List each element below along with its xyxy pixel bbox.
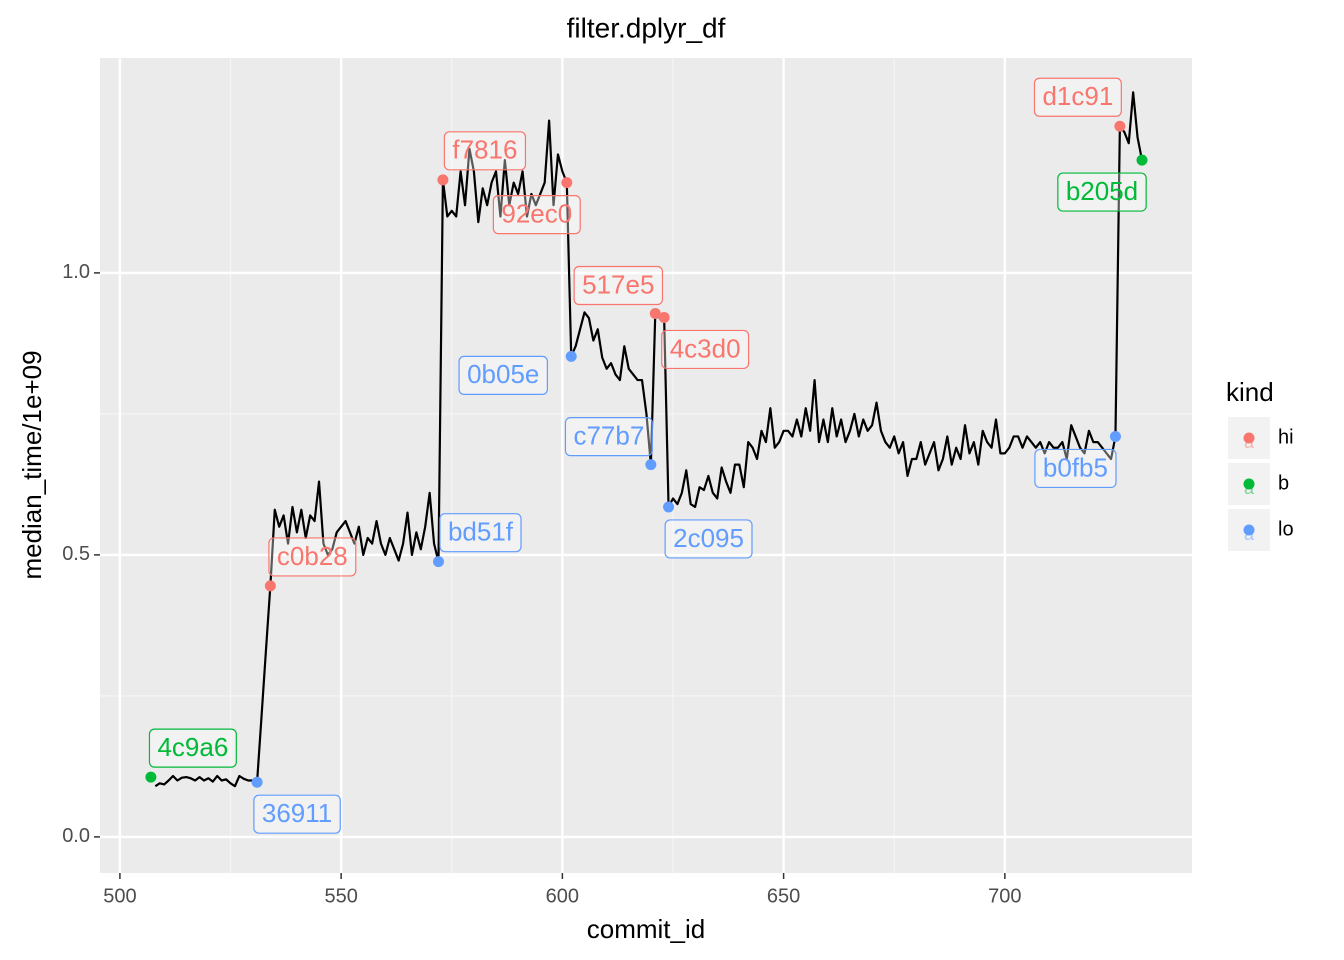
point-label: 36911 bbox=[262, 798, 332, 828]
label-box bbox=[664, 519, 753, 559]
point bbox=[437, 174, 449, 186]
chart-title: filter.dplyr_df bbox=[567, 12, 726, 43]
point-label: c77b7 bbox=[573, 421, 644, 451]
label-box bbox=[443, 131, 527, 171]
point bbox=[264, 580, 276, 592]
point bbox=[645, 459, 657, 471]
point bbox=[251, 776, 263, 788]
point-label: b0fb5 bbox=[1043, 452, 1108, 482]
point bbox=[658, 311, 670, 323]
legend-title: kind bbox=[1226, 377, 1274, 407]
point bbox=[561, 177, 573, 189]
x-axis-title: commit_id bbox=[587, 914, 705, 944]
legend-dot bbox=[1243, 478, 1255, 490]
y-axis-title: median_time/1e+09 bbox=[17, 350, 47, 579]
data-line bbox=[154, 91, 1144, 788]
point-label: 0b05e bbox=[467, 359, 539, 389]
point-label: bd51f bbox=[448, 517, 514, 547]
label-box bbox=[564, 417, 653, 457]
x-tick-label: 600 bbox=[546, 885, 579, 907]
legend-glyph: a bbox=[1244, 524, 1255, 544]
y-tick-label: 0.0 bbox=[62, 825, 90, 847]
point bbox=[1136, 154, 1148, 166]
point bbox=[565, 350, 577, 362]
legend-glyph: a bbox=[1244, 478, 1255, 498]
y-tick-label: 1.0 bbox=[62, 261, 90, 283]
point-label: 4c9a6 bbox=[157, 732, 228, 762]
label-box bbox=[268, 537, 357, 577]
point-label: c0b28 bbox=[277, 541, 348, 571]
legend-label: hi bbox=[1278, 426, 1294, 448]
point-label: 4c3d0 bbox=[670, 333, 741, 363]
x-tick-label: 500 bbox=[103, 885, 136, 907]
point bbox=[432, 556, 444, 568]
label-box bbox=[1033, 77, 1122, 117]
x-tick-label: 700 bbox=[988, 885, 1021, 907]
legend-dot bbox=[1243, 432, 1255, 444]
label-box bbox=[573, 265, 664, 306]
point bbox=[145, 771, 157, 783]
point-label: 92ec0 bbox=[501, 199, 572, 229]
point bbox=[1109, 430, 1121, 442]
point bbox=[1114, 120, 1126, 132]
point-label: 2c095 bbox=[673, 523, 744, 553]
label-box bbox=[148, 728, 237, 768]
point-label: b205d bbox=[1066, 176, 1138, 206]
point-label: 517e5 bbox=[582, 269, 654, 299]
label-box bbox=[253, 794, 341, 834]
x-tick-label: 650 bbox=[767, 885, 800, 907]
point-label: d1c91 bbox=[1042, 81, 1113, 111]
point bbox=[663, 501, 675, 513]
label-box bbox=[439, 513, 522, 553]
legend-dot bbox=[1243, 524, 1255, 536]
x-tick-label: 550 bbox=[324, 885, 357, 907]
label-box bbox=[492, 195, 581, 235]
label-box bbox=[1057, 172, 1147, 212]
label-box bbox=[458, 355, 548, 395]
point-label: f7816 bbox=[452, 135, 517, 165]
point bbox=[649, 307, 661, 319]
legend-glyph: a bbox=[1244, 432, 1255, 452]
label-box bbox=[661, 329, 750, 370]
y-tick-label: 0.5 bbox=[62, 543, 90, 565]
legend-label: b bbox=[1278, 472, 1289, 494]
legend-label: lo bbox=[1278, 518, 1294, 540]
label-box bbox=[1034, 448, 1117, 489]
